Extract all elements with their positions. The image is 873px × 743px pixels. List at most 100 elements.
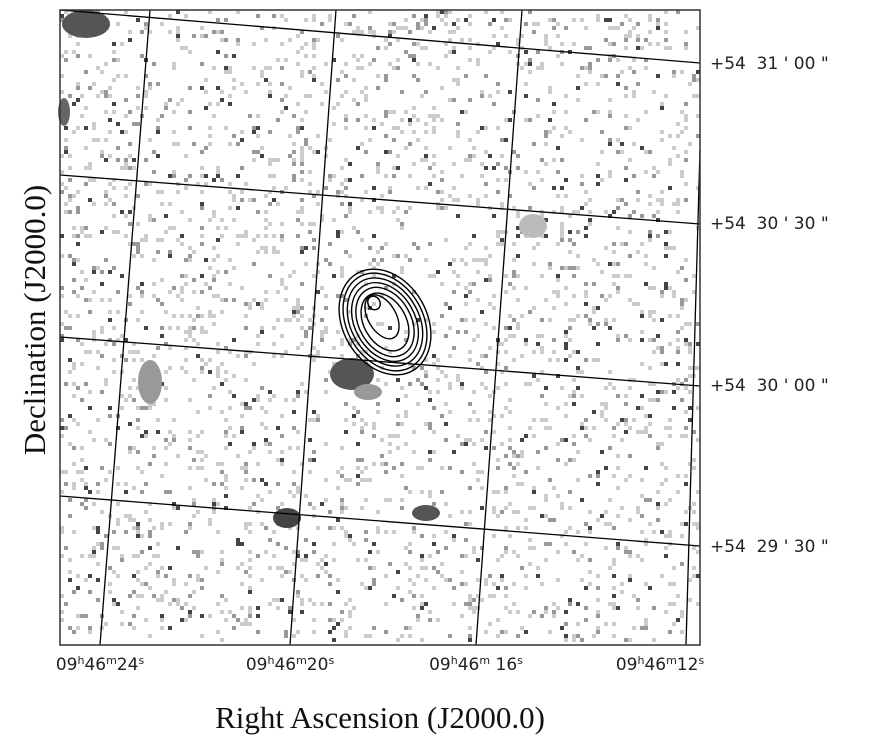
- pixel: [292, 158, 296, 162]
- pixel: [616, 74, 620, 78]
- pixel: [188, 398, 192, 402]
- pixel: [504, 586, 508, 590]
- pixel: [428, 610, 432, 614]
- pixel: [340, 466, 344, 470]
- pixel: [420, 46, 424, 50]
- pixel: [108, 470, 112, 474]
- pixel: [684, 198, 688, 202]
- pixel: [496, 634, 500, 638]
- pixel: [216, 342, 220, 346]
- pixel: [644, 282, 648, 286]
- pixel: [528, 58, 532, 62]
- pixel: [416, 118, 420, 122]
- pixel: [264, 526, 268, 530]
- pixel: [284, 350, 288, 354]
- pixel: [196, 354, 200, 358]
- pixel: [440, 178, 444, 182]
- pixel: [492, 510, 496, 514]
- pixel: [360, 478, 364, 482]
- pixel: [412, 530, 416, 534]
- pixel: [160, 626, 164, 630]
- pixel: [596, 598, 600, 602]
- pixel: [144, 430, 148, 434]
- pixel: [236, 234, 240, 238]
- pixel: [396, 254, 400, 258]
- pixel: [612, 574, 616, 578]
- pixel: [608, 326, 612, 330]
- pixel: [280, 110, 284, 114]
- pixel: [596, 470, 600, 474]
- pixel: [136, 530, 140, 534]
- pixel: [100, 354, 104, 358]
- pixel: [200, 458, 204, 462]
- pixel: [120, 42, 124, 46]
- pixel: [300, 558, 304, 562]
- pixel: [328, 138, 332, 142]
- pixel: [188, 314, 192, 318]
- pixel: [608, 370, 612, 374]
- pixel: [672, 406, 676, 410]
- pixel: [452, 586, 456, 590]
- pixel: [128, 166, 132, 170]
- pixel: [472, 410, 476, 414]
- pixel: [280, 502, 284, 506]
- pixel: [208, 102, 212, 106]
- pixel: [192, 318, 196, 322]
- pixel: [200, 150, 204, 154]
- pixel: [84, 382, 88, 386]
- pixel: [496, 90, 500, 94]
- pixel: [432, 118, 436, 122]
- pixel: [164, 214, 168, 218]
- pixel: [688, 418, 692, 422]
- pixel: [500, 414, 504, 418]
- pixel: [536, 574, 540, 578]
- pixel: [72, 462, 76, 466]
- pixel: [568, 598, 572, 602]
- pixel: [528, 182, 532, 186]
- pixel: [172, 226, 176, 230]
- pixel: [404, 414, 408, 418]
- pixel: [188, 50, 192, 54]
- pixel: [88, 86, 92, 90]
- pixel: [384, 150, 388, 154]
- pixel: [588, 526, 592, 530]
- pixel: [372, 426, 376, 430]
- pixel: [552, 486, 556, 490]
- pixel: [668, 534, 672, 538]
- pixel: [484, 150, 488, 154]
- pixel: [200, 62, 204, 66]
- pixel: [424, 146, 428, 150]
- pixel: [508, 534, 512, 538]
- pixel: [456, 274, 460, 278]
- pixel: [484, 182, 488, 186]
- pixel: [576, 350, 580, 354]
- pixel: [544, 514, 548, 518]
- pixel: [348, 598, 352, 602]
- pixel: [532, 142, 536, 146]
- pixel: [196, 574, 200, 578]
- pixel: [572, 18, 576, 22]
- pixel: [184, 14, 188, 18]
- pixel: [608, 382, 612, 386]
- pixel: [80, 614, 84, 618]
- pixel: [592, 410, 596, 414]
- pixel: [664, 478, 668, 482]
- pixel: [440, 170, 444, 174]
- pixel: [688, 374, 692, 378]
- pixel: [564, 194, 568, 198]
- pixel: [72, 258, 76, 262]
- pixel: [500, 342, 504, 346]
- pixel: [344, 62, 348, 66]
- pixel: [224, 434, 228, 438]
- pixel: [144, 26, 148, 30]
- pixel: [280, 66, 284, 70]
- pixel: [428, 30, 432, 34]
- pixel: [644, 254, 648, 258]
- pixel: [520, 454, 524, 458]
- pixel: [420, 466, 424, 470]
- pixel: [628, 338, 632, 342]
- pixel: [680, 534, 684, 538]
- pixel: [544, 606, 548, 610]
- ra-tick-part: 16: [490, 655, 517, 675]
- pixel: [624, 478, 628, 482]
